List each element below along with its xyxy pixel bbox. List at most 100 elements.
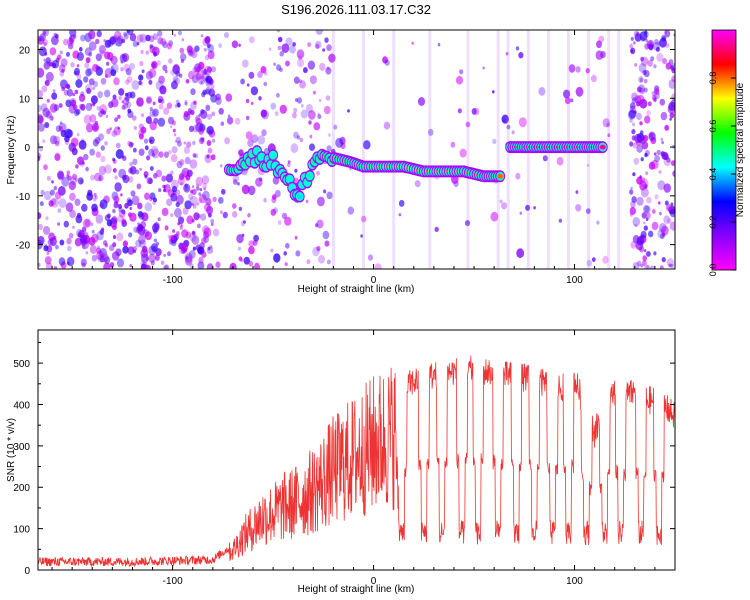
spectrogram-noise-blob xyxy=(215,93,221,101)
spectrogram-noise-blob xyxy=(663,183,672,194)
spectrogram-noise-blob xyxy=(58,198,67,209)
spectrogram-noise-blob xyxy=(124,202,129,209)
spectrogram-noise-blob xyxy=(279,104,287,114)
spectrogram-noise-blob xyxy=(139,33,148,43)
trace-core xyxy=(286,176,293,182)
spectrogram-noise-blob xyxy=(145,96,153,105)
spectrogram-noise-blob xyxy=(185,255,189,260)
spectrogram-noise-blob xyxy=(104,164,112,174)
spectrogram-noise-blob xyxy=(45,262,53,269)
spectrogram-noise-blob xyxy=(63,38,69,46)
spectrogram-noise-blob xyxy=(119,53,128,63)
spectrogram-noise-blob xyxy=(248,36,255,44)
spectrogram-noise-blob xyxy=(636,236,644,246)
spectrogram-noise-blob xyxy=(173,63,180,72)
spectrogram-noise-blob xyxy=(631,196,637,203)
spectrogram-noise-blob xyxy=(145,71,153,80)
spectrogram-noise-blob xyxy=(131,142,134,146)
spectrogram-noise-blob xyxy=(314,223,319,228)
spectrogram-frame xyxy=(37,29,676,270)
spectrogram-noise-blob xyxy=(183,183,191,193)
spectrogram-noise-blob xyxy=(257,135,266,145)
spectrogram-noise-blob xyxy=(94,172,102,182)
spectrogram-noise-blob xyxy=(121,209,126,215)
spectrogram-noise-blob xyxy=(92,197,97,202)
spectrogram-noise-blob xyxy=(204,153,212,164)
spectrogram-noise-blob xyxy=(61,176,70,187)
spectrogram-noise-blob xyxy=(237,246,241,251)
spectrogram-noise-blob xyxy=(164,225,169,231)
spectrogram-noise-blob xyxy=(606,122,610,128)
spectrogram-noise-blob xyxy=(639,176,646,184)
spectrogram-noise-blob xyxy=(234,117,241,125)
spectrogram-noise-blob xyxy=(126,76,133,83)
spectrogram-noise-blob xyxy=(639,121,643,126)
spectrogram-noise-blob xyxy=(631,97,637,104)
spectrogram-noise-blob xyxy=(118,204,122,209)
spectrogram-noise-blob xyxy=(279,51,285,57)
spectrogram-noise-blob xyxy=(671,75,675,83)
spectrogram-noise-blob xyxy=(161,207,169,217)
spectrogram-noise-blob xyxy=(596,220,600,225)
spectrogram-noise-blob xyxy=(196,202,200,206)
spectrogram-noise-blob xyxy=(273,253,281,263)
spectrogram-noise-blob xyxy=(149,196,153,202)
spectrogram-noise-blob xyxy=(558,218,563,223)
spectrogram-noise-blob xyxy=(83,76,89,83)
spectrogram-noise-blob xyxy=(629,43,634,49)
spectrogram-noise-blob xyxy=(319,62,326,71)
spectrogram-noise-blob xyxy=(88,236,96,246)
spectrogram-noise-blob xyxy=(145,34,151,42)
snr-x-label: Height of straight line (km) xyxy=(298,584,415,595)
spectrogram-noise-blob xyxy=(59,121,63,125)
spectrogram-noise-blob xyxy=(121,104,126,110)
spectrogram-noise-blob xyxy=(473,107,480,116)
spectrogram-noise-blob xyxy=(672,170,675,177)
spectrogram-noise-blob xyxy=(116,258,125,268)
spectrogram-noise-blob xyxy=(140,113,145,118)
spectrogram-noise-blob xyxy=(75,108,81,115)
spectrogram-noise-blob xyxy=(368,254,373,261)
spectrogram-noise-blob xyxy=(65,202,74,212)
spectrogram-noise-blob xyxy=(85,166,89,172)
spectrogram-noise-blob xyxy=(260,66,267,74)
spectrogram-noise-blob xyxy=(643,249,647,253)
spectrogram-noise-blob xyxy=(263,81,268,87)
spectrogram-noise-blob xyxy=(644,30,648,35)
spectrogram-noise-blob xyxy=(204,54,210,61)
spectrogram-noise-blob xyxy=(210,218,215,224)
spectrogram-noise-blob xyxy=(158,103,164,110)
spectrogram-noise-blob xyxy=(232,179,238,185)
spectrogram-noise-blob xyxy=(38,212,42,220)
spectrogram-noise-blob xyxy=(191,235,200,245)
spectrogram-noise-blob xyxy=(238,43,241,47)
spectrogram-noise-blob xyxy=(42,139,46,144)
spectrogram-noise-blob xyxy=(586,163,590,167)
snr-x-tick-label: -100 xyxy=(163,576,183,587)
spectrogram-noise-blob xyxy=(174,77,181,85)
spectrogram-noise-blob xyxy=(211,111,216,117)
spectrogram-noise-blob xyxy=(110,66,114,71)
spectrogram-noise-blob xyxy=(111,98,119,108)
spectrogram-noise-blob xyxy=(81,203,88,212)
spectrogram-noise-blob xyxy=(46,175,52,181)
spectrogram-noise-blob xyxy=(72,93,75,97)
spectrogram-noise-blob xyxy=(112,235,117,239)
spectrogram-noise-blob xyxy=(158,188,162,193)
spectrogram-noise-blob xyxy=(183,146,190,155)
spectrogram-noise-blob xyxy=(174,104,178,108)
spectrogram-noise-blob xyxy=(60,58,68,68)
spectrogram-noise-blob xyxy=(170,213,174,218)
spectrogram-noise-blob xyxy=(200,80,204,85)
spectrogram-noise-blob xyxy=(109,36,117,45)
spectrogram-noise-blob xyxy=(666,206,670,210)
spectrogram-noise-blob xyxy=(50,198,57,206)
spectrogram-noise-blob xyxy=(38,67,45,78)
spectrogram-noise-blob xyxy=(98,174,104,182)
spectrogram-y-label: Frequency (Hz) xyxy=(6,116,17,185)
spectrogram-noise-blob xyxy=(654,38,659,45)
spectrogram-noise-blob xyxy=(660,111,668,121)
spectrogram-noise-blob xyxy=(165,69,168,74)
spectrogram-noise-blob xyxy=(51,92,58,100)
spectrogram-noise-blob xyxy=(212,196,217,202)
